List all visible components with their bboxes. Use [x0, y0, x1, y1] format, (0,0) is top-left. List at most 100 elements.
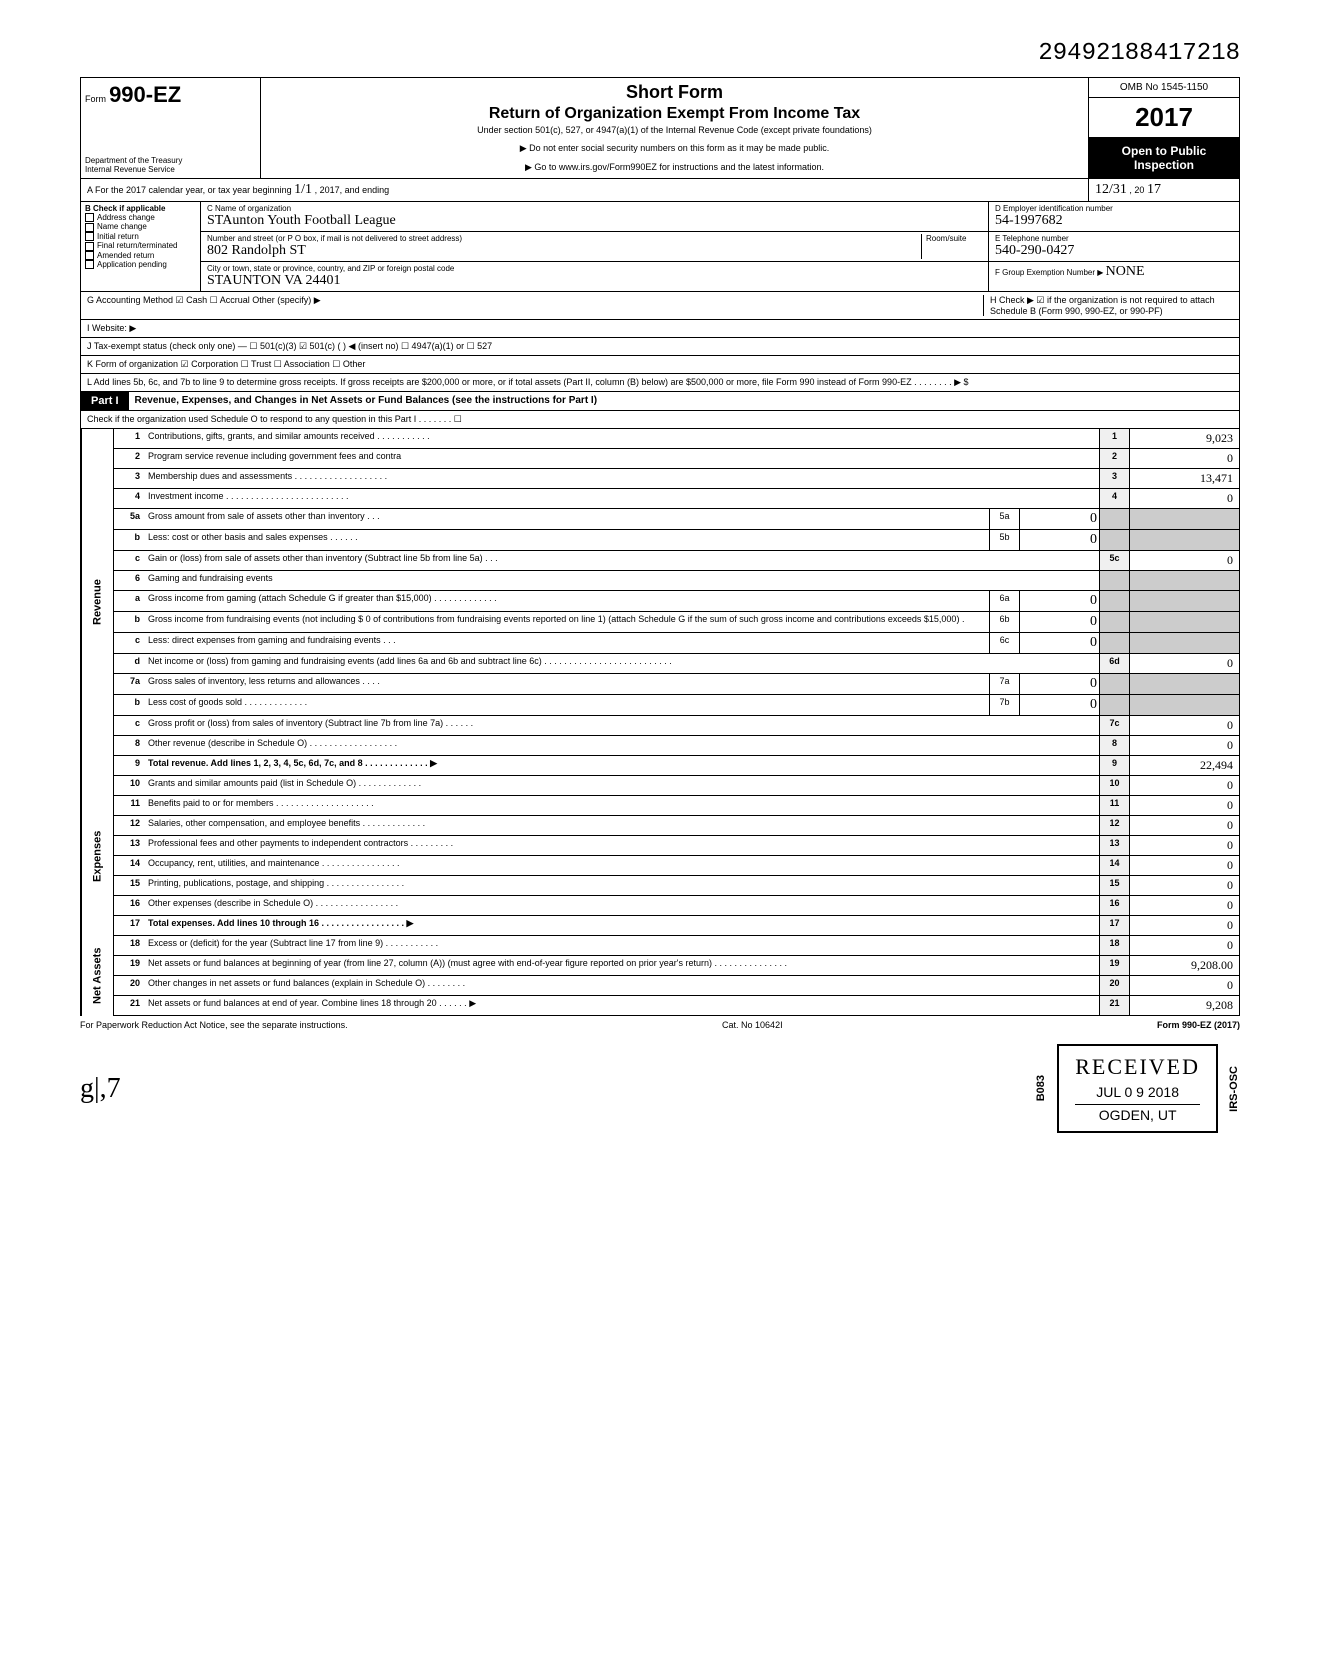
dept-irs: Internal Revenue Service: [85, 165, 256, 174]
received-loc: OGDEN, UT: [1075, 1104, 1200, 1123]
l9-val[interactable]: 22,494: [1129, 756, 1239, 775]
l19-val[interactable]: 9,208.00: [1129, 956, 1239, 975]
l15-box: 15: [1099, 876, 1129, 895]
l17-box: 17: [1099, 916, 1129, 935]
ein[interactable]: 54-1997682: [995, 213, 1233, 229]
l8-desc: Other revenue (describe in Schedule O) .…: [144, 736, 1099, 755]
f-label: F Group Exemption Number ▶: [995, 268, 1103, 277]
l14-num: 14: [114, 856, 144, 875]
l6a-num: a: [114, 591, 144, 611]
row-i: I Website: ▶: [80, 320, 1240, 338]
l3-val[interactable]: 13,471: [1129, 469, 1239, 488]
l21-val[interactable]: 9,208: [1129, 996, 1239, 1015]
l18-desc: Excess or (deficit) for the year (Subtra…: [144, 936, 1099, 955]
org-name[interactable]: STAunton Youth Football League: [207, 213, 982, 229]
l7c-val[interactable]: 0: [1129, 716, 1239, 735]
l6d-box: 6d: [1099, 654, 1129, 673]
tax-year: 2017: [1089, 98, 1239, 138]
l7a-subval[interactable]: 0: [1019, 674, 1099, 694]
open-public-label: Open to Public Inspection: [1089, 138, 1239, 178]
l6-num: 6: [114, 571, 144, 590]
l20-val[interactable]: 0: [1129, 976, 1239, 995]
short-form-title: Short Form: [271, 82, 1078, 103]
city-state-zip[interactable]: STAUNTON VA 24401: [207, 273, 982, 289]
l6b-sub: 6b: [989, 612, 1019, 632]
l14-val[interactable]: 0: [1129, 856, 1239, 875]
l6c-subval[interactable]: 0: [1019, 633, 1099, 653]
l8-num: 8: [114, 736, 144, 755]
check-address-change[interactable]: [85, 213, 94, 222]
received-text: RECEIVED: [1075, 1054, 1200, 1080]
footer: For Paperwork Reduction Act Notice, see …: [80, 1016, 1240, 1034]
l1-num: 1: [114, 429, 144, 448]
l13-desc: Professional fees and other payments to …: [144, 836, 1099, 855]
group-exemption[interactable]: NONE: [1106, 264, 1145, 279]
check-pending[interactable]: [85, 260, 94, 269]
footer-right: Form 990-EZ (2017): [1157, 1020, 1240, 1030]
l5c-val[interactable]: 0: [1129, 551, 1239, 570]
l6b-shade2: [1129, 612, 1239, 632]
row-a-end-prefix: , 20: [1129, 185, 1144, 195]
l6b-num: b: [114, 612, 144, 632]
l3-num: 3: [114, 469, 144, 488]
l6b-shade: [1099, 612, 1129, 632]
l10-val[interactable]: 0: [1129, 776, 1239, 795]
l7a-desc: Gross sales of inventory, less returns a…: [144, 674, 989, 694]
l6b-subval[interactable]: 0: [1019, 612, 1099, 632]
l11-desc: Benefits paid to or for members . . . . …: [144, 796, 1099, 815]
street-address[interactable]: 802 Randolph ST: [207, 243, 917, 259]
l13-val[interactable]: 0: [1129, 836, 1239, 855]
l19-desc: Net assets or fund balances at beginning…: [144, 956, 1099, 975]
check-amended[interactable]: [85, 251, 94, 260]
l4-desc: Investment income . . . . . . . . . . . …: [144, 489, 1099, 508]
tax-year-end-year[interactable]: 17: [1147, 182, 1161, 197]
l6a-subval[interactable]: 0: [1019, 591, 1099, 611]
l16-desc: Other expenses (describe in Schedule O) …: [144, 896, 1099, 915]
check-label-0: Address change: [97, 213, 155, 222]
l7b-subval[interactable]: 0: [1019, 695, 1099, 715]
row-a: A For the 2017 calendar year, or tax yea…: [80, 179, 1240, 202]
l18-num: 18: [114, 936, 144, 955]
l7c-desc: Gross profit or (loss) from sales of inv…: [144, 716, 1099, 735]
form-prefix: Form: [85, 94, 106, 104]
l6d-val[interactable]: 0: [1129, 654, 1239, 673]
check-label-2: Initial return: [97, 232, 139, 241]
tax-year-begin[interactable]: 1/1: [294, 182, 312, 197]
l5a-shade2: [1129, 509, 1239, 529]
l4-val[interactable]: 0: [1129, 489, 1239, 508]
l20-num: 20: [114, 976, 144, 995]
phone[interactable]: 540-290-0427: [995, 243, 1233, 259]
l5b-subval[interactable]: 0: [1019, 530, 1099, 550]
l18-val[interactable]: 0: [1129, 936, 1239, 955]
l20-box: 20: [1099, 976, 1129, 995]
check-final-return[interactable]: [85, 242, 94, 251]
code-b083: B083: [1035, 1075, 1047, 1101]
row-j: J Tax-exempt status (check only one) — ☐…: [80, 338, 1240, 356]
l12-val[interactable]: 0: [1129, 816, 1239, 835]
l16-val[interactable]: 0: [1129, 896, 1239, 915]
l1-desc: Contributions, gifts, grants, and simila…: [144, 429, 1099, 448]
check-name-change[interactable]: [85, 223, 94, 232]
tax-year-end-month[interactable]: 12/31: [1095, 182, 1127, 197]
l11-val[interactable]: 0: [1129, 796, 1239, 815]
l2-num: 2: [114, 449, 144, 468]
l17-val[interactable]: 0: [1129, 916, 1239, 935]
l15-num: 15: [114, 876, 144, 895]
l12-box: 12: [1099, 816, 1129, 835]
l17-desc: Total expenses. Add lines 10 through 16 …: [144, 916, 1099, 935]
l6a-shade2: [1129, 591, 1239, 611]
omb-number: OMB No 1545-1150: [1089, 78, 1239, 98]
l5a-subval[interactable]: 0: [1019, 509, 1099, 529]
l6a-shade: [1099, 591, 1129, 611]
l6a-desc: Gross income from gaming (attach Schedul…: [144, 591, 989, 611]
l5a-desc: Gross amount from sale of assets other t…: [144, 509, 989, 529]
received-date: JUL 0 9 2018: [1075, 1084, 1200, 1100]
check-label-4: Amended return: [97, 251, 154, 260]
l8-val[interactable]: 0: [1129, 736, 1239, 755]
l11-box: 11: [1099, 796, 1129, 815]
l15-val[interactable]: 0: [1129, 876, 1239, 895]
l1-val[interactable]: 9,023: [1129, 429, 1239, 448]
l2-val[interactable]: 0: [1129, 449, 1239, 468]
l6-desc: Gaming and fundraising events: [144, 571, 1099, 590]
check-initial-return[interactable]: [85, 232, 94, 241]
